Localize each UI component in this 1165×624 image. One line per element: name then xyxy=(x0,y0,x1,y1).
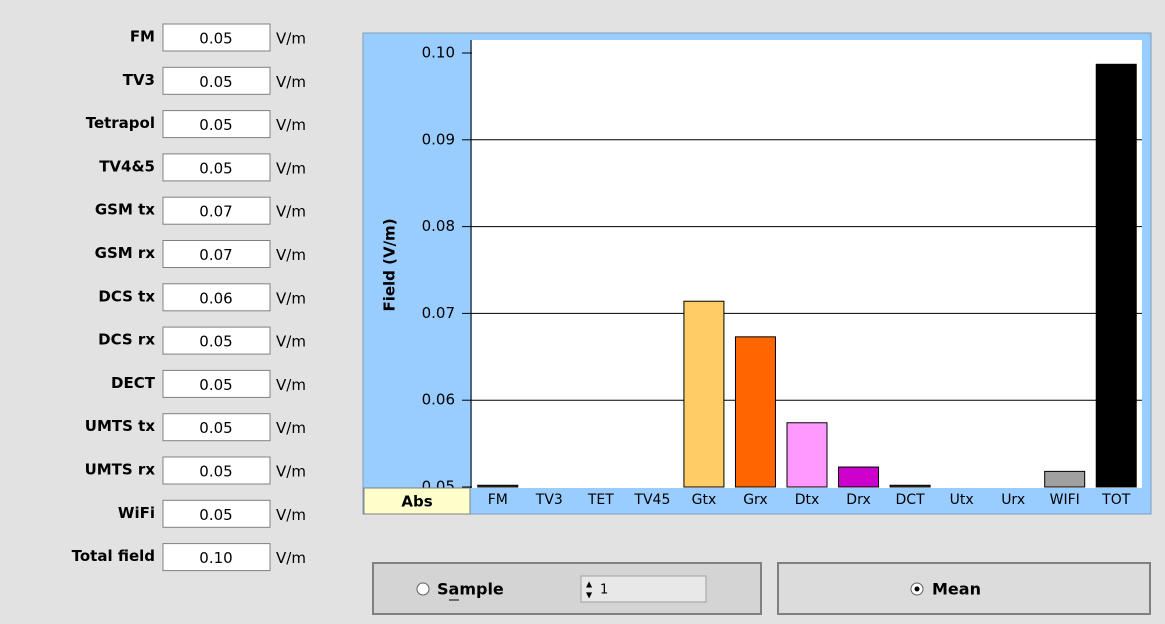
y-axis-label: Field (V/m) xyxy=(381,218,399,311)
field-label: GSM rx xyxy=(95,244,156,262)
field-box[interactable] xyxy=(162,153,271,182)
mean-label[interactable]: Mean xyxy=(932,580,981,599)
field-value: 0.05 xyxy=(199,506,232,524)
field-value: 0.05 xyxy=(199,333,232,351)
x-tick-label: TET xyxy=(587,492,614,508)
abs-button[interactable] xyxy=(363,487,471,515)
field-box[interactable] xyxy=(162,66,271,95)
field-unit: V/m xyxy=(276,376,306,394)
field-unit: V/m xyxy=(276,73,306,91)
field-unit: V/m xyxy=(276,419,306,437)
bar xyxy=(1044,470,1086,488)
y-tick-label: 0.09 xyxy=(422,130,455,148)
field-value: 0.05 xyxy=(199,376,232,394)
y-tick-label: 0.10 xyxy=(422,44,455,62)
sample-radio[interactable] xyxy=(416,582,430,596)
field-unit: V/m xyxy=(276,159,306,177)
mean-radio-dot xyxy=(914,586,920,592)
sample-label[interactable]: Sample xyxy=(437,580,504,599)
field-value: 0.06 xyxy=(199,289,232,307)
field-box[interactable] xyxy=(162,283,271,312)
x-tick-label: Gtx xyxy=(692,492,717,508)
field-label: TV4&5 xyxy=(99,157,155,175)
field-label: UMTS tx xyxy=(85,417,156,435)
x-tick-label: Urx xyxy=(1001,492,1025,508)
field-label: DCS rx xyxy=(98,331,155,349)
field-label: UMTS rx xyxy=(85,461,156,479)
field-box[interactable] xyxy=(162,499,271,528)
x-tick-label: Utx xyxy=(950,492,974,508)
field-unit: V/m xyxy=(276,333,306,351)
field-unit: V/m xyxy=(276,116,306,134)
field-label: FM xyxy=(130,28,155,46)
field-label: Total field xyxy=(72,547,155,565)
field-list: FM 0.05 V/m TV3 0.05 V/m Tetrapol 0.05 V/m TV4&5 0… xyxy=(72,23,306,572)
field-unit: V/m xyxy=(276,549,306,567)
field-label: Tetrapol xyxy=(86,114,155,132)
bar xyxy=(786,422,828,488)
field-box[interactable] xyxy=(162,23,271,52)
bar xyxy=(734,336,776,488)
field-value: 0.05 xyxy=(199,116,232,134)
plot-area xyxy=(472,40,1142,488)
x-tick-label: WIFI xyxy=(1050,492,1080,508)
x-tick-label: TV3 xyxy=(535,492,563,508)
field-value: 0.07 xyxy=(199,246,232,264)
x-tick-label: FM xyxy=(488,492,508,508)
field-unit: V/m xyxy=(276,463,306,481)
field-box[interactable] xyxy=(162,196,271,225)
field-unit: V/m xyxy=(276,289,306,307)
field-value: 0.05 xyxy=(199,73,232,91)
mean-button[interactable] xyxy=(777,562,1151,615)
x-tick-label: Grx xyxy=(743,492,768,508)
x-tick-label: TV45 xyxy=(633,492,670,508)
field-unit: V/m xyxy=(276,506,306,524)
field-box[interactable] xyxy=(162,543,271,572)
bar xyxy=(838,466,880,488)
field-label: DCS tx xyxy=(98,287,155,305)
field-box[interactable] xyxy=(162,240,271,268)
field-value: 0.07 xyxy=(199,203,232,221)
bar xyxy=(477,484,519,488)
spinner[interactable] xyxy=(580,575,707,603)
bar xyxy=(1095,63,1137,488)
bar xyxy=(889,484,931,488)
spinner-value[interactable]: 1 xyxy=(600,583,608,598)
y-tick-label: 0.08 xyxy=(422,217,455,235)
field-box[interactable] xyxy=(162,413,271,442)
field-label: WiFi xyxy=(118,504,155,522)
field-unit: V/m xyxy=(276,246,306,264)
field-value: 0.10 xyxy=(199,549,232,567)
y-tick-label: 0.06 xyxy=(422,391,455,409)
field-box[interactable] xyxy=(162,456,271,485)
abs-button-label[interactable]: Abs xyxy=(401,493,432,511)
field-value: 0.05 xyxy=(199,463,232,481)
x-tick-label: TOT xyxy=(1101,492,1131,508)
field-value: 0.05 xyxy=(199,159,232,177)
field-box[interactable] xyxy=(162,326,271,355)
x-tick-label: Drx xyxy=(846,492,870,508)
spinner-up[interactable]: ▲ xyxy=(586,580,593,589)
field-value: 0.05 xyxy=(199,419,232,437)
x-tick-label: Dtx xyxy=(795,492,820,508)
field-box[interactable] xyxy=(162,369,271,398)
bar xyxy=(683,300,725,488)
field-unit: V/m xyxy=(276,30,306,48)
field-box[interactable] xyxy=(162,110,271,139)
field-label: TV3 xyxy=(123,71,155,89)
y-tick-label: 0.07 xyxy=(422,304,455,322)
field-label: GSM tx xyxy=(95,201,155,219)
field-value: 0.05 xyxy=(199,30,232,48)
spinner-down[interactable]: ▼ xyxy=(586,591,593,600)
field-label: DECT xyxy=(111,374,156,392)
x-tick-label: DCT xyxy=(896,492,926,508)
field-unit: V/m xyxy=(276,203,306,221)
